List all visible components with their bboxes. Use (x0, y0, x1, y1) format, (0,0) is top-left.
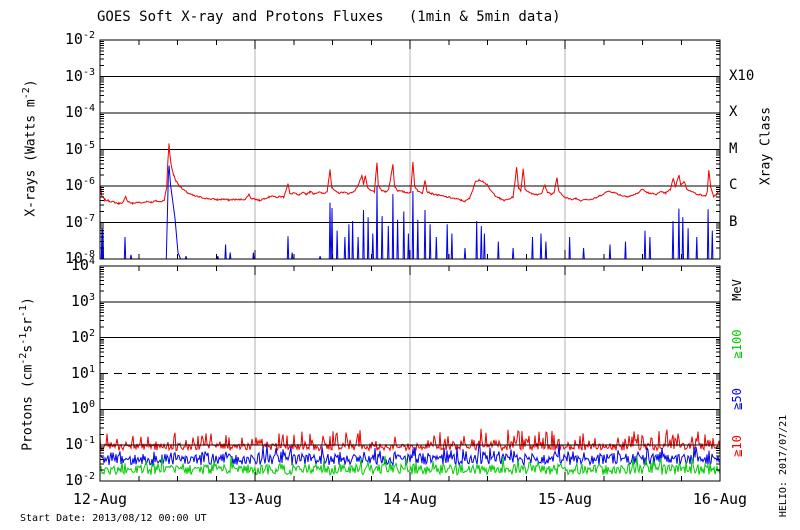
y-tick-label: 10-4 (64, 103, 95, 121)
xray-class-label: B (729, 213, 738, 230)
start-date-label: Start Date: 2013/08/12 00:00 UT (20, 513, 207, 524)
proton-energy-label: ≧100 (730, 329, 744, 359)
y-tick-label: 103 (70, 291, 95, 310)
proton-energy-label: ≧50 (730, 388, 744, 410)
y-tick-label: 10-2 (64, 471, 95, 489)
y-tick-label: 10-2 (64, 30, 95, 48)
xray-class-label: M (729, 140, 738, 157)
xray-axis-label: X-rays (Watts m-2) (21, 79, 39, 217)
proton-energy-label: ≧10 (730, 435, 744, 457)
x-tick-label: 16-Aug (692, 490, 748, 508)
x-tick-label: 14-Aug (382, 490, 438, 508)
xray-class-label: X10 (729, 67, 755, 84)
y-tick-label: 10-7 (64, 212, 95, 231)
y-tick-label: 10-5 (64, 139, 95, 158)
x-tick-label: 15-Aug (537, 490, 593, 508)
xray-class-axis-label: Xray Class (758, 106, 774, 186)
proton-axis-label: Protons (cm-2s-1sr-1) (18, 297, 36, 451)
y-tick-label: 101 (70, 363, 95, 382)
y-tick-label: 100 (70, 399, 95, 418)
xray-class-label: C (729, 177, 738, 193)
x-tick-label: 13-Aug (227, 490, 283, 508)
y-tick-label: 102 (70, 327, 95, 346)
y-tick-label: 10-8 (64, 249, 95, 267)
helio-watermark: HELIO: 2017/07/21 (778, 414, 789, 518)
chart-title: GOES Soft X-ray and Protons Fluxes (1min… (97, 9, 561, 25)
proton-energy-label: MeV (730, 279, 744, 302)
y-tick-label: 10-6 (64, 176, 95, 194)
xray-class-label: X (729, 104, 738, 120)
y-tick-label: 10-3 (64, 66, 95, 85)
y-tick-label: 10-1 (64, 435, 95, 454)
x-tick-label: 12-Aug (72, 490, 128, 508)
y-tick-label: 104 (70, 256, 95, 274)
